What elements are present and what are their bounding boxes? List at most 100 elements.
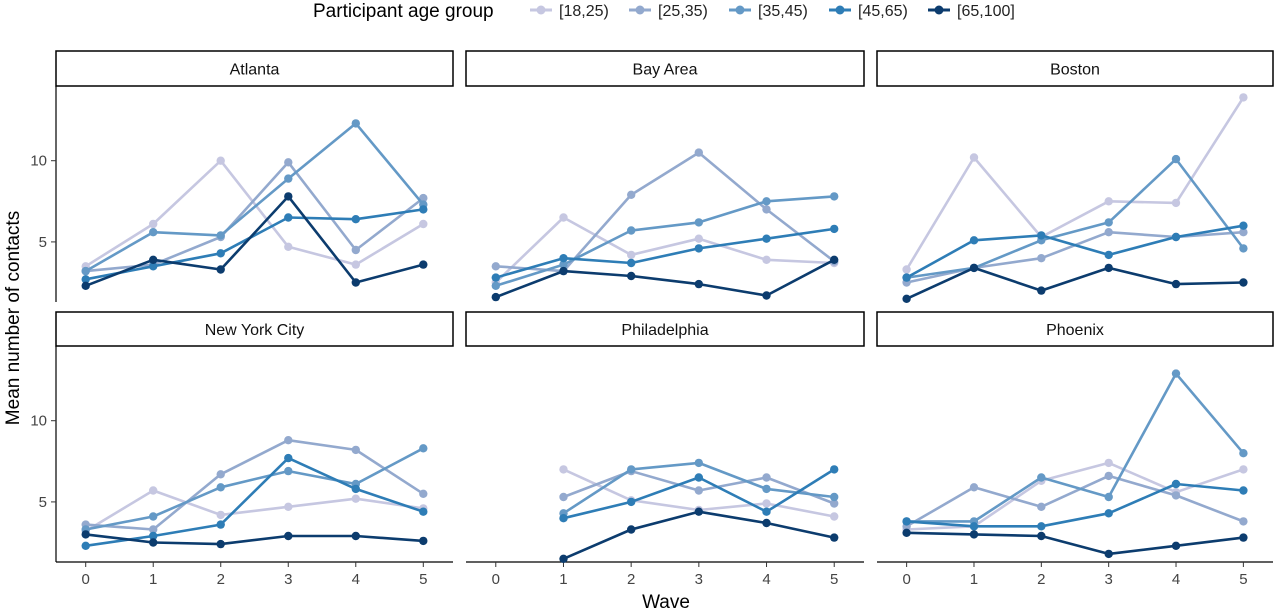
data-point (830, 192, 839, 201)
legend-item-45-65: [45,65) (829, 3, 908, 20)
data-point (81, 281, 90, 290)
data-point (149, 531, 158, 541)
data-point (1239, 533, 1248, 542)
data-point (216, 520, 225, 529)
series-line (85, 456, 424, 548)
series-45-65 (491, 224, 839, 282)
facet-philadelphia: Philadelphia 0 1 2 3 4 5 (465, 311, 865, 588)
data-point (1037, 254, 1046, 263)
y-tick-label: 5 (39, 234, 47, 251)
facet-atlanta: Atlanta 5 10 (30, 50, 454, 302)
data-point (762, 484, 771, 494)
x-tick-label: 3 (1105, 571, 1113, 588)
x-tick-label: 4 (762, 571, 770, 588)
data-point (627, 271, 636, 281)
data-point (762, 518, 771, 528)
x-tick-label: 5 (830, 571, 838, 588)
series-line (85, 122, 425, 273)
facet-new-york-city: New York City 5 10 0 1 2 3 4 5 (30, 311, 454, 588)
data-point (351, 278, 360, 287)
data-point (694, 507, 703, 516)
data-point (1104, 250, 1113, 260)
data-point (216, 510, 225, 520)
data-point (419, 260, 428, 269)
data-point (1239, 465, 1248, 474)
data-point (284, 242, 293, 251)
x-tick-label: 1 (970, 571, 978, 588)
data-point (491, 292, 500, 302)
data-point (1239, 228, 1248, 237)
legend-marker (536, 5, 546, 15)
data-point (149, 255, 158, 264)
data-point (1239, 221, 1248, 230)
data-point (902, 273, 911, 282)
facet-strip (876, 311, 1274, 347)
x-tick-label: 3 (695, 571, 703, 588)
facet-phoenix: Phoenix 0 1 2 3 4 5 (876, 311, 1274, 588)
data-point (694, 486, 703, 495)
y-tick-label: 5 (39, 494, 47, 511)
x-tick-label: 5 (1239, 571, 1247, 588)
data-point (627, 525, 636, 534)
data-point (351, 260, 360, 269)
data-point (1171, 154, 1181, 164)
data-point (419, 444, 428, 453)
series-65-100 (902, 263, 1248, 303)
data-point (969, 530, 979, 539)
data-point (694, 218, 703, 227)
series-65-100 (81, 530, 428, 549)
data-point (284, 213, 293, 222)
data-point (559, 465, 568, 474)
data-point (1239, 517, 1248, 526)
y-tick-label: 10 (30, 153, 47, 170)
data-point (149, 228, 158, 237)
data-point (216, 231, 225, 240)
data-point (1037, 522, 1046, 531)
data-point (419, 205, 428, 214)
data-point (149, 262, 158, 271)
series-line (905, 474, 1244, 528)
y-tick-label: 10 (30, 413, 47, 430)
legend-item-18-25: [18,25) (530, 3, 609, 20)
data-point (284, 502, 293, 511)
data-point (1239, 278, 1248, 287)
series-65-100 (491, 255, 839, 302)
data-point (284, 158, 293, 167)
facet-strip (55, 311, 454, 347)
data-point (694, 473, 703, 482)
x-tick-label: 0 (492, 571, 500, 588)
data-point (1104, 228, 1113, 237)
data-point (559, 266, 568, 276)
data-point (284, 174, 293, 183)
facet-title: Phoenix (1046, 322, 1104, 339)
x-tick-label: 0 (902, 571, 910, 588)
data-point (149, 219, 158, 229)
legend-marker (635, 5, 645, 15)
series-45-65 (902, 221, 1248, 282)
data-point (491, 262, 500, 271)
series-line (905, 96, 1245, 271)
data-point (830, 492, 839, 502)
series-line (85, 159, 424, 268)
series-line (85, 489, 424, 533)
x-tick-label: 4 (352, 571, 360, 588)
series-line (85, 208, 424, 281)
data-point (216, 470, 225, 479)
data-point (1104, 509, 1113, 518)
data-point (969, 263, 979, 273)
series-line (85, 438, 425, 531)
data-point (81, 541, 90, 550)
data-point (1171, 279, 1181, 289)
series-65-100 (81, 192, 428, 290)
data-point (902, 517, 911, 526)
data-point (1104, 471, 1113, 481)
facet-title: Bay Area (633, 62, 698, 79)
data-point (902, 265, 911, 274)
series-line (906, 531, 1244, 556)
series-35-45 (491, 192, 839, 290)
data-point (559, 492, 568, 502)
series-line (906, 266, 1244, 300)
data-point (1239, 244, 1248, 253)
data-point (627, 190, 636, 199)
data-point (149, 512, 158, 521)
